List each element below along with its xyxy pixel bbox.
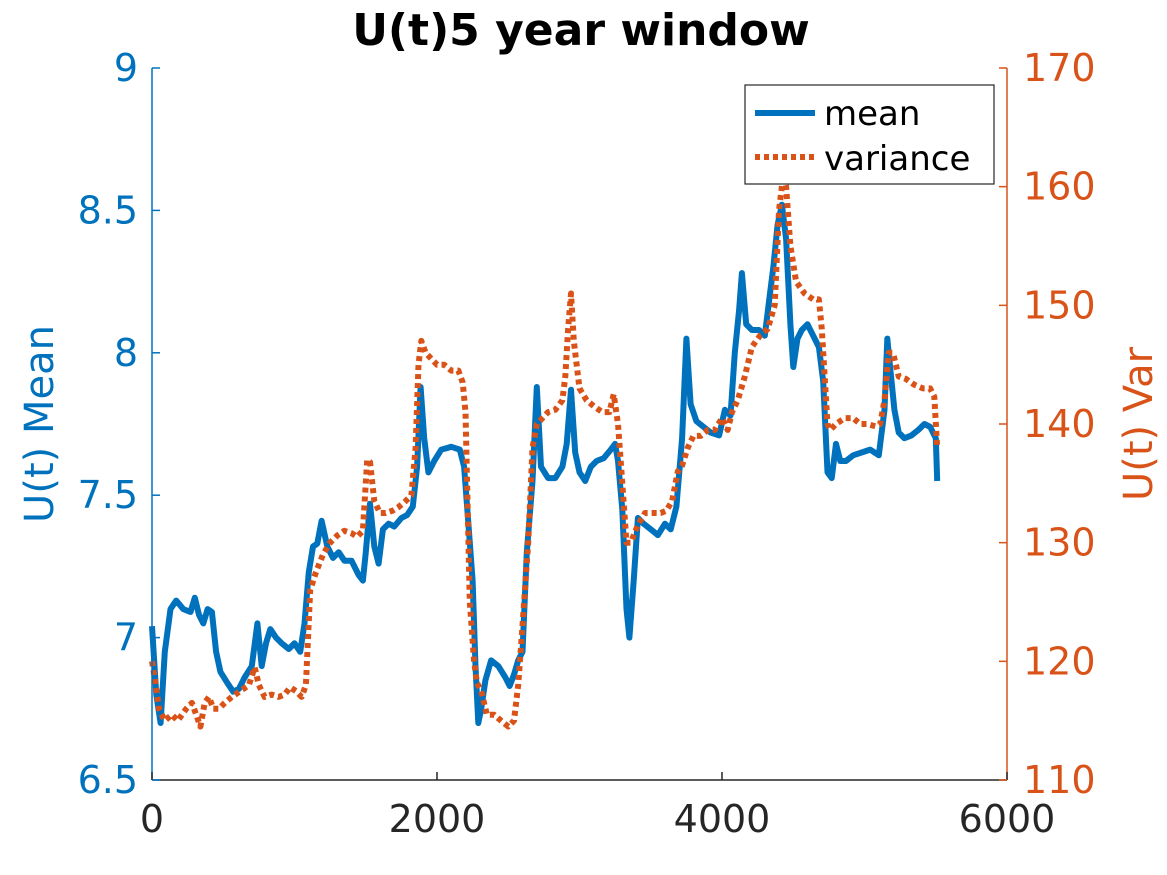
legend-variance-label: variance [824,139,970,179]
right-y-tick-label: 150 [1023,283,1096,327]
right-y-tick-label: 160 [1023,165,1096,209]
chart-title: U(t)5 year window [352,5,810,56]
left-y-tick-label: 8.5 [78,188,138,232]
left-y-tick-label: 9 [114,46,138,90]
left-y-tick-label: 6.5 [78,758,138,802]
x-tick-label: 2000 [389,797,486,841]
legend-mean-label: mean [824,94,920,134]
x-tick-label: 4000 [674,797,771,841]
plot-lines [149,171,941,730]
right-y-tick-label: 140 [1023,402,1096,446]
right-y-tick-label: 170 [1023,46,1096,90]
legend-box [744,84,995,185]
series-variance-line [149,171,941,730]
left-y-axis-label: U(t) Mean [17,325,63,523]
left-y-axis-ticks: 6.5 7 7.5 8 8.5 9 [78,46,160,802]
x-tick-label: 6000 [959,797,1056,841]
right-y-tick-label: 110 [1023,758,1096,802]
right-y-axis-ticks: 110 120 130 140 150 160 170 [999,46,1096,802]
left-y-tick-label: 7 [114,616,138,660]
right-y-axis-label: U(t) Var [1116,346,1162,501]
left-y-tick-label: 8 [114,331,138,375]
series-mean-line [149,201,941,726]
legend: mean variance [744,84,995,185]
x-axis-ticks: 0 2000 4000 6000 [140,772,1055,841]
right-y-tick-label: 120 [1023,639,1096,683]
left-y-tick-label: 7.5 [78,473,138,517]
right-y-tick-label: 130 [1023,521,1096,565]
x-tick-label: 0 [140,797,164,841]
